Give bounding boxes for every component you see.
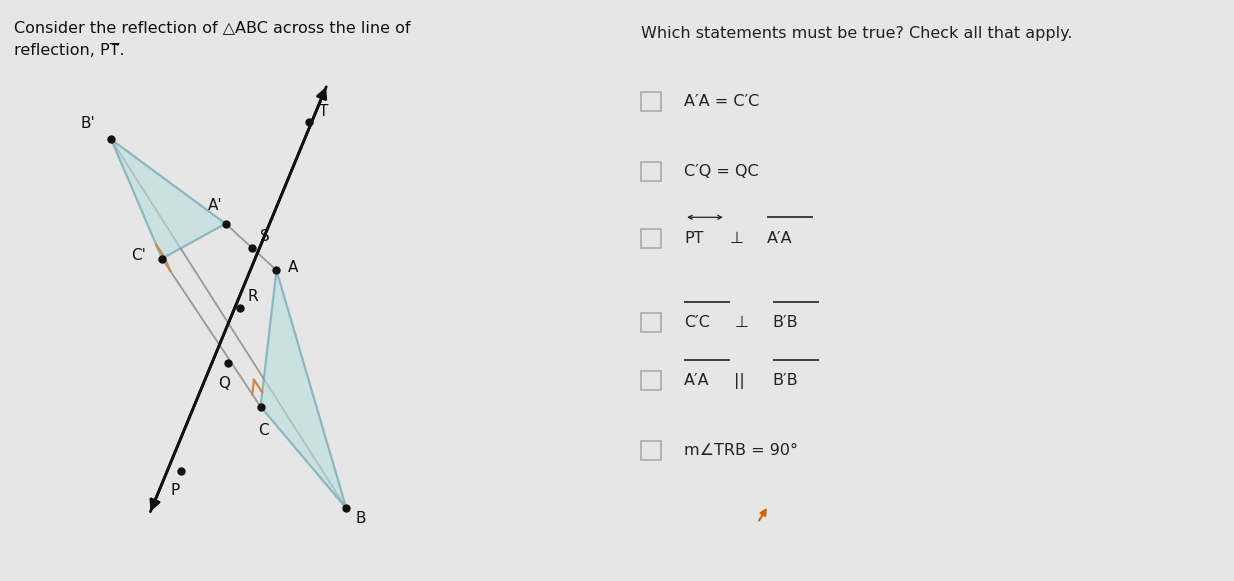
Text: C: C [258,423,269,438]
Text: Q: Q [218,376,231,391]
Text: ⊥: ⊥ [734,315,748,330]
Text: B′B: B′B [772,373,798,388]
Polygon shape [111,139,226,259]
Text: PT: PT [684,231,703,246]
Text: A: A [288,260,299,275]
Text: T: T [320,104,328,119]
Bar [642,441,661,460]
Bar [642,371,661,390]
Bar [642,92,661,111]
Text: A': A' [207,198,222,213]
Text: S: S [260,229,270,244]
Text: Consider the reflection of △ABC across the line of
reflection, PT⃗.: Consider the reflection of △ABC across t… [14,20,411,58]
Text: B′B: B′B [772,315,798,330]
Text: Which statements must be true? Check all that apply.: Which statements must be true? Check all… [642,26,1074,41]
Bar [642,162,661,181]
Text: B: B [355,511,366,526]
Text: C': C' [131,248,146,263]
Text: m∠TRB = 90°: m∠TRB = 90° [684,443,798,458]
Text: C′Q = QC: C′Q = QC [684,164,759,179]
Text: A′A = C′C: A′A = C′C [684,94,759,109]
Text: ⊥: ⊥ [731,231,744,246]
Text: P: P [170,483,179,498]
Bar [642,313,661,332]
Text: A′A: A′A [684,373,710,388]
Bar [642,229,661,248]
Text: C′C: C′C [684,315,710,330]
Text: R: R [248,289,258,304]
Text: B': B' [80,116,95,131]
Text: ||: || [734,372,745,389]
Text: A′A: A′A [766,231,792,246]
Polygon shape [260,270,347,508]
